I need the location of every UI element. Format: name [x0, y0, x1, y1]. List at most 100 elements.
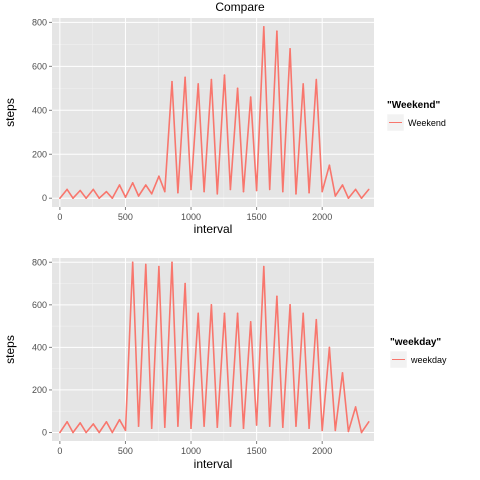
data-point	[85, 431, 87, 434]
data-point	[308, 427, 310, 430]
data-point	[341, 184, 344, 186]
data-point	[276, 30, 278, 32]
y-axis-title: steps	[3, 335, 17, 364]
x-tick-label: 1000	[181, 446, 201, 456]
data-point	[216, 426, 219, 428]
data-point	[354, 188, 357, 191]
data-point	[276, 295, 278, 298]
x-tick-label: 1500	[247, 212, 267, 222]
data-point	[295, 425, 297, 427]
y-tick-label: 0	[42, 193, 47, 203]
data-point	[223, 74, 226, 76]
data-point	[171, 80, 173, 83]
x-tick-label: 1000	[181, 212, 201, 222]
data-point	[197, 312, 200, 315]
data-point	[203, 425, 205, 427]
x-tick-label: 500	[118, 212, 133, 222]
data-point	[347, 197, 350, 200]
x-axis-title: interval	[194, 457, 233, 471]
data-point	[184, 76, 186, 79]
data-point	[210, 78, 213, 81]
legend-entry-label: Weekend	[408, 118, 446, 128]
data-point	[197, 83, 200, 85]
data-point	[66, 188, 68, 191]
data-point	[144, 263, 147, 266]
page-title: Compare	[215, 0, 265, 14]
data-point	[92, 423, 95, 425]
data-point	[268, 425, 271, 427]
data-point	[360, 431, 363, 434]
data-point	[315, 318, 318, 321]
y-tick-label: 200	[32, 149, 47, 159]
data-point	[98, 197, 101, 200]
data-point	[137, 425, 140, 427]
data-point	[223, 312, 226, 315]
x-tick-label: 500	[118, 446, 133, 456]
data-point	[158, 175, 160, 178]
data-point	[302, 83, 304, 85]
data-point	[347, 430, 350, 433]
data-series-line	[59, 261, 370, 434]
data-point	[111, 197, 114, 200]
data-point	[289, 47, 291, 50]
legend-entry-label: weekday	[410, 355, 447, 365]
data-point	[282, 190, 284, 193]
data-point	[295, 193, 297, 195]
y-tick-label: 400	[32, 105, 47, 115]
data-point	[210, 304, 213, 306]
data-point	[144, 184, 147, 186]
data-point	[321, 429, 323, 432]
data-point	[242, 427, 245, 430]
data-point	[315, 78, 318, 81]
x-tick-label: 2000	[312, 212, 332, 222]
y-tick-label: 800	[32, 17, 47, 27]
data-point	[98, 431, 101, 434]
data-point	[328, 164, 331, 167]
legend: "weekday" weekday	[389, 337, 447, 369]
data-point	[255, 189, 258, 192]
data-point	[289, 304, 291, 306]
data-point	[328, 346, 331, 349]
data-point	[242, 190, 245, 193]
data-point	[216, 193, 219, 195]
data-point	[229, 425, 232, 427]
data-point	[137, 195, 140, 197]
data-point	[263, 265, 265, 268]
data-point	[249, 96, 252, 98]
data-point	[308, 191, 310, 194]
y-tick-label: 800	[32, 257, 47, 267]
data-point	[255, 424, 258, 426]
data-point	[203, 190, 205, 193]
y-tick-label: 200	[32, 385, 47, 395]
data-point	[85, 197, 87, 200]
data-point	[302, 312, 304, 315]
x-tick-label: 0	[57, 446, 62, 456]
data-point	[59, 431, 61, 434]
data-point	[184, 282, 186, 285]
chart-panel-2: 0 500 1000 1500 2000 0 200 400 600 800 interval ste…	[3, 257, 447, 471]
data-point	[360, 197, 363, 200]
data-point	[158, 265, 160, 268]
data-point	[334, 195, 337, 197]
data-point	[354, 406, 357, 408]
data-point	[118, 418, 121, 421]
data-point	[367, 421, 370, 423]
legend: "Weekend" Weekend	[386, 100, 446, 132]
data-point	[268, 188, 271, 191]
data-point	[236, 87, 239, 90]
data-point	[59, 197, 61, 200]
data-point	[105, 421, 108, 423]
data-point	[190, 427, 192, 430]
legend-title: "weekday"	[390, 337, 441, 348]
data-point	[105, 190, 108, 193]
x-tick-label: 2000	[312, 446, 332, 456]
x-axis-title: interval	[194, 222, 233, 236]
data-point	[249, 321, 252, 323]
data-point	[171, 261, 173, 264]
x-tick-label: 0	[57, 212, 62, 222]
data-point	[163, 426, 166, 428]
data-point	[341, 372, 344, 374]
data-point	[334, 429, 337, 432]
data-point	[150, 427, 153, 430]
